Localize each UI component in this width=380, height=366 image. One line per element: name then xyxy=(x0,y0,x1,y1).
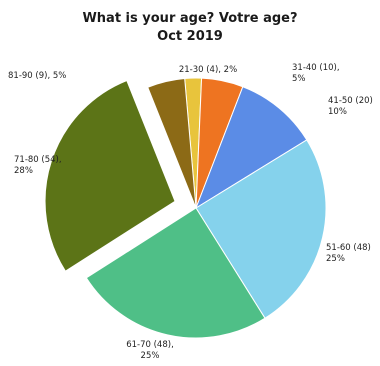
chart-title: What is your age? Votre age? Oct 2019 xyxy=(0,10,380,46)
pie-slice-51-60 xyxy=(195,139,327,319)
data-label-31-40-line2: 5% xyxy=(292,74,306,84)
data-label-71-80: 71-80 (54), 28% xyxy=(14,155,62,176)
data-label-71-80-line1: 71-80 (54), xyxy=(14,155,62,165)
pie-slice-81-90 xyxy=(147,77,197,209)
data-label-21-30-line1: 21-30 (4), 2% xyxy=(179,65,237,75)
data-label-61-70-line1: 61-70 (48), xyxy=(126,340,174,350)
pie-slice-61-70 xyxy=(85,207,266,339)
data-label-41-50: 41-50 (20) 10% xyxy=(328,96,373,117)
data-label-61-70: 61-70 (48), 25% xyxy=(126,340,174,361)
pie-slice-41-50 xyxy=(195,86,308,210)
data-label-31-40-line1: 31-40 (10), xyxy=(292,63,340,73)
data-label-61-70-line2: 25% xyxy=(141,351,160,361)
chart-subtitle: Oct 2019 xyxy=(157,29,223,44)
data-label-21-30: 21-30 (4), 2% xyxy=(179,65,237,75)
data-label-31-40: 31-40 (10), 5% xyxy=(292,63,340,84)
chart-title-line1: What is your age? Votre age? xyxy=(82,11,298,26)
data-label-51-60-line2: 25% xyxy=(326,254,345,264)
data-label-51-60: 51-60 (48) 25% xyxy=(326,243,371,264)
data-label-81-90: 81-90 (9), 5% xyxy=(8,71,66,81)
data-label-71-80-line2: 28% xyxy=(14,166,33,176)
data-label-41-50-line1: 41-50 (20) xyxy=(328,96,373,106)
data-label-41-50-line2: 10% xyxy=(328,107,347,117)
pie-slice-71-80 xyxy=(44,79,176,272)
data-label-51-60-line1: 51-60 (48) xyxy=(326,243,371,253)
data-label-81-90-line1: 81-90 (9), 5% xyxy=(8,71,66,81)
